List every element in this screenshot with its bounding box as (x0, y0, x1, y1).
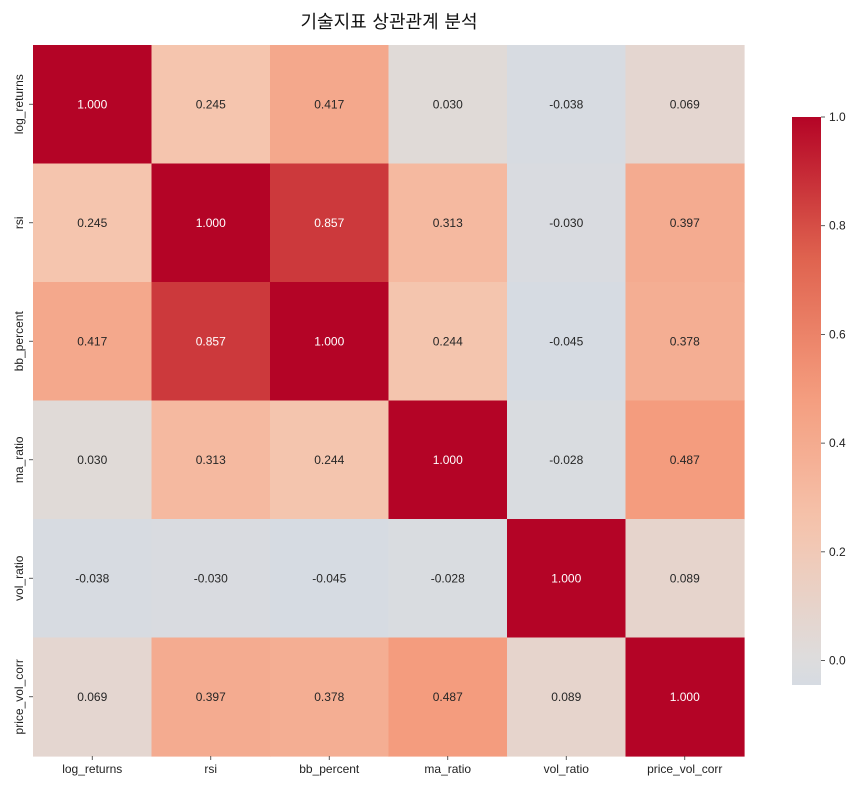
heatmap-cell (625, 400, 745, 520)
cell-value-label: 0.378 (314, 690, 344, 704)
heatmap-cell (33, 163, 153, 283)
heatmap-cell (151, 45, 271, 165)
chart-title: 기술지표 상관관계 분석 (300, 12, 477, 33)
cell-value-label: 0.397 (196, 690, 226, 704)
cell-value-label: 0.030 (77, 453, 107, 467)
cell-value-label: -0.038 (549, 97, 583, 111)
heatmap-cell (388, 45, 508, 165)
cell-value-label: 0.313 (196, 453, 226, 467)
cell-value-label: 0.487 (433, 690, 463, 704)
y-tick-label: log_returns (12, 74, 26, 134)
y-tick-label: price_vol_corr (12, 659, 26, 734)
y-tick-label: bb_percent (12, 311, 26, 372)
heatmap-cell (507, 519, 627, 639)
cell-value-label: 0.417 (77, 334, 107, 348)
heatmap-cell (388, 282, 508, 402)
colorbar-gradient (792, 117, 821, 685)
x-tick-label: price_vol_corr (647, 762, 722, 776)
cell-value-label: 0.313 (433, 216, 463, 230)
heatmap-cell (151, 637, 271, 757)
cell-value-label: 0.857 (314, 216, 344, 230)
cell-value-label: 1.000 (551, 571, 581, 585)
heatmap-cells: 1.000 0.245 0.417 0.030 -0.038 0.069 0.245 1.00… (33, 45, 745, 757)
y-tick-label: rsi (12, 216, 26, 229)
heatmap-cell (270, 282, 390, 402)
heatmap-cell (270, 519, 390, 639)
heatmap-cell (33, 400, 153, 520)
heatmap-cell (151, 400, 271, 520)
cell-value-label: 0.069 (77, 690, 107, 704)
colorbar-tick-label: 1.0 (829, 110, 846, 124)
heatmap-cell (388, 400, 508, 520)
heatmap-cell (270, 45, 390, 165)
heatmap-cell (507, 400, 627, 520)
colorbar: 0.0 0.2 0.4 0.6 0.8 1.0 (792, 110, 846, 685)
cell-value-label: -0.030 (549, 216, 583, 230)
cell-value-label: 0.245 (196, 97, 226, 111)
colorbar-tick-label: 0.4 (829, 436, 846, 450)
colorbar-tick-label: 0.6 (829, 327, 846, 341)
heatmap-cell (33, 282, 153, 402)
cell-value-label: 0.378 (670, 334, 700, 348)
cell-value-label: 1.000 (314, 334, 344, 348)
heatmap-cell (388, 637, 508, 757)
heatmap-cell (388, 519, 508, 639)
heatmap-cell (625, 45, 745, 165)
cell-value-label: -0.030 (194, 571, 228, 585)
heatmap-cell (625, 637, 745, 757)
cell-value-label: 1.000 (196, 216, 226, 230)
cell-value-label: 1.000 (670, 690, 700, 704)
cell-value-label: 0.245 (77, 216, 107, 230)
cell-value-label: -0.028 (431, 571, 465, 585)
heatmap-cell (151, 519, 271, 639)
colorbar-tick-label: 0.8 (829, 219, 846, 233)
x-tick-label: ma_ratio (424, 762, 471, 776)
x-tick-label: rsi (204, 762, 217, 776)
cell-value-label: 0.857 (196, 334, 226, 348)
x-tick-label: vol_ratio (544, 762, 590, 776)
heatmap-cell (625, 282, 745, 402)
y-tick-label: ma_ratio (12, 436, 26, 483)
heatmap-cell (507, 637, 627, 757)
cell-value-label: 0.487 (670, 453, 700, 467)
heatmap-cell (507, 45, 627, 165)
cell-value-label: -0.028 (549, 453, 583, 467)
cell-value-label: 0.244 (314, 453, 344, 467)
heatmap-cell (625, 519, 745, 639)
heatmap-cell (625, 163, 745, 283)
cell-value-label: -0.045 (312, 571, 346, 585)
heatmap-cell (151, 163, 271, 283)
heatmap-cell (151, 282, 271, 402)
cell-value-label: 0.244 (433, 334, 463, 348)
x-tick-label: log_returns (62, 762, 122, 776)
cell-value-label: -0.045 (549, 334, 583, 348)
heatmap-cell (270, 400, 390, 520)
x-axis-tick-labels: log_returns rsi bb_percent ma_ratio vol_rati… (62, 756, 722, 776)
cell-value-label: 0.417 (314, 97, 344, 111)
heatmap-cell (33, 519, 153, 639)
heatmap-cell (33, 637, 153, 757)
heatmap-cell (33, 45, 153, 165)
cell-value-label: 1.000 (77, 97, 107, 111)
cell-value-label: 0.069 (670, 97, 700, 111)
heatmap-cell (388, 163, 508, 283)
cell-value-label: 0.030 (433, 97, 463, 111)
cell-value-label: 1.000 (433, 453, 463, 467)
colorbar-tick-label: 0.2 (829, 545, 846, 559)
heatmap-cell (270, 163, 390, 283)
heatmap-cell (507, 163, 627, 283)
heatmap-cell (270, 637, 390, 757)
cell-value-label: -0.038 (75, 571, 109, 585)
cell-value-label: 0.089 (551, 690, 581, 704)
y-tick-label: vol_ratio (12, 555, 26, 601)
cell-value-label: 0.397 (670, 216, 700, 230)
x-tick-label: bb_percent (299, 762, 360, 776)
cell-value-label: 0.089 (670, 571, 700, 585)
heatmap-cell (507, 282, 627, 402)
colorbar-tick-label: 0.0 (829, 654, 846, 668)
